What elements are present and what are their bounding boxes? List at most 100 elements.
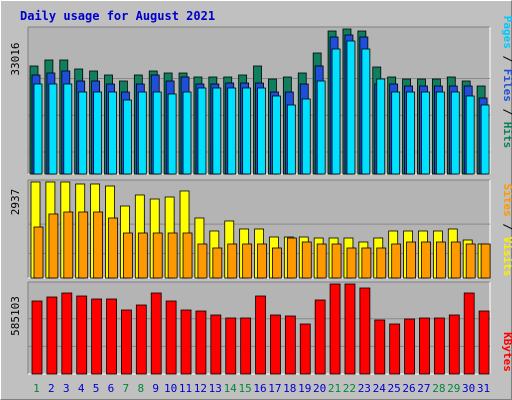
bar-top-pages-day-14 bbox=[227, 87, 237, 175]
bar-middle-sites-day-2 bbox=[48, 213, 59, 279]
bar-top-pages-day-22 bbox=[346, 40, 356, 175]
x-tick-label: 4 bbox=[78, 382, 85, 395]
bar-top-pages-day-18 bbox=[286, 104, 296, 175]
legend-top-part: / bbox=[501, 102, 512, 122]
bar-top-pages-day-15 bbox=[242, 87, 252, 175]
x-tick-label: 12 bbox=[194, 382, 207, 395]
legend-top-part: Hits bbox=[501, 122, 512, 149]
legend-mid-part: Visits bbox=[501, 237, 512, 277]
bar-middle-sites-day-5 bbox=[93, 211, 104, 279]
x-tick-label: 25 bbox=[388, 382, 401, 395]
bar-bottom-kbytes-day-27 bbox=[419, 317, 430, 375]
max-label-middle: 2937 bbox=[9, 189, 22, 216]
bar-middle-sites-day-11 bbox=[182, 232, 193, 279]
bar-middle-sites-day-8 bbox=[137, 232, 148, 279]
bar-middle-sites-day-22 bbox=[346, 247, 357, 279]
x-tick-label: 16 bbox=[253, 382, 266, 395]
bar-middle-sites-day-25 bbox=[391, 243, 402, 279]
bar-top-pages-day-7 bbox=[123, 99, 132, 175]
bar-top-pages-day-6 bbox=[108, 91, 117, 175]
bar-top-pages-day-12 bbox=[197, 87, 207, 175]
x-tick-label: 10 bbox=[164, 382, 177, 395]
bar-top-pages-day-24 bbox=[376, 78, 386, 175]
legend-mid: Sites / Visits bbox=[501, 184, 512, 277]
x-tick-label: 22 bbox=[343, 382, 356, 395]
bars-layer bbox=[29, 28, 491, 375]
bar-middle-sites-day-24 bbox=[376, 247, 387, 279]
bar-top-pages-day-31 bbox=[480, 104, 490, 175]
x-tick-label: 30 bbox=[462, 382, 475, 395]
bar-bottom-kbytes-day-26 bbox=[404, 318, 415, 375]
bar-bottom-kbytes-day-2 bbox=[46, 296, 58, 375]
bar-middle-sites-day-10 bbox=[167, 232, 178, 279]
bar-top-pages-day-19 bbox=[301, 98, 311, 175]
bar-top-pages-day-25 bbox=[391, 91, 401, 175]
bar-bottom-kbytes-day-8 bbox=[135, 304, 147, 375]
bar-bottom-kbytes-day-18 bbox=[284, 315, 296, 375]
bar-bottom-kbytes-day-24 bbox=[374, 319, 386, 375]
bar-middle-sites-day-1 bbox=[33, 226, 44, 279]
x-tick-label: 23 bbox=[358, 382, 371, 395]
bar-top-pages-day-17 bbox=[272, 95, 281, 175]
bar-middle-sites-day-13 bbox=[212, 247, 223, 279]
legend-top: Pages / Files / Hits bbox=[501, 16, 512, 149]
x-tick-label: 5 bbox=[93, 382, 100, 395]
bar-middle-sites-day-16 bbox=[257, 243, 267, 279]
bar-middle-sites-day-9 bbox=[152, 232, 163, 279]
legend-bottom-part: KBytes bbox=[501, 332, 512, 372]
legend-bottom: KBytes bbox=[501, 332, 512, 372]
bar-top-pages-day-27 bbox=[421, 91, 430, 175]
x-tick-label: 24 bbox=[373, 382, 387, 395]
bar-top-pages-day-4 bbox=[78, 91, 88, 175]
bar-bottom-kbytes-day-11 bbox=[180, 309, 192, 375]
bar-bottom-kbytes-day-9 bbox=[150, 292, 162, 375]
x-tick-label: 17 bbox=[268, 382, 281, 395]
bar-bottom-kbytes-day-20 bbox=[314, 299, 326, 375]
x-tick-label: 14 bbox=[224, 382, 238, 395]
bar-top-pages-day-3 bbox=[63, 83, 73, 175]
bar-top-pages-day-30 bbox=[465, 95, 475, 175]
x-tick-label: 29 bbox=[447, 382, 460, 395]
bar-top-pages-day-8 bbox=[137, 91, 147, 175]
bar-top-pages-day-20 bbox=[316, 80, 326, 175]
bar-middle-sites-day-31 bbox=[480, 243, 491, 279]
x-tick-label: 1 bbox=[33, 382, 40, 395]
x-tick-label: 18 bbox=[283, 382, 296, 395]
x-tick-label: 15 bbox=[238, 382, 251, 395]
bar-middle-sites-day-20 bbox=[316, 243, 327, 279]
bar-bottom-kbytes-day-5 bbox=[91, 298, 103, 375]
bar-middle-sites-day-4 bbox=[78, 211, 89, 279]
x-tick-label: 8 bbox=[137, 382, 144, 395]
x-tick-label: 13 bbox=[209, 382, 222, 395]
bar-middle-sites-day-26 bbox=[406, 241, 416, 279]
bar-bottom-kbytes-day-28 bbox=[433, 317, 445, 375]
bar-middle-sites-day-28 bbox=[435, 241, 446, 279]
bar-middle-sites-day-29 bbox=[450, 241, 461, 279]
bar-bottom-kbytes-day-30 bbox=[463, 292, 475, 375]
bar-bottom-kbytes-day-31 bbox=[478, 310, 490, 375]
x-tick-label: 21 bbox=[328, 382, 341, 395]
bar-middle-sites-day-15 bbox=[242, 243, 253, 279]
x-tick-label: 3 bbox=[63, 382, 70, 395]
bar-bottom-kbytes-day-13 bbox=[210, 314, 222, 375]
bar-bottom-kbytes-day-12 bbox=[195, 310, 207, 375]
bar-middle-sites-day-7 bbox=[123, 232, 133, 279]
bar-bottom-kbytes-day-10 bbox=[165, 300, 177, 375]
bar-bottom-kbytes-day-17 bbox=[270, 314, 281, 375]
legend-top-part: Files bbox=[501, 69, 512, 102]
bar-bottom-kbytes-day-4 bbox=[76, 295, 88, 375]
bar-middle-sites-day-17 bbox=[272, 247, 282, 279]
bar-top-pages-day-9 bbox=[152, 91, 162, 175]
max-label-top: 33016 bbox=[9, 42, 22, 75]
bar-top-pages-day-10 bbox=[167, 93, 177, 175]
x-tick-label: 31 bbox=[477, 382, 490, 395]
x-tick-label: 20 bbox=[313, 382, 326, 395]
x-tick-label: 2 bbox=[48, 382, 55, 395]
x-tick-label: 6 bbox=[108, 382, 115, 395]
legend-mid-part: / bbox=[501, 217, 512, 237]
bar-middle-sites-day-18 bbox=[286, 237, 297, 279]
bar-bottom-kbytes-day-6 bbox=[106, 298, 117, 375]
x-tick-label: 27 bbox=[417, 382, 430, 395]
